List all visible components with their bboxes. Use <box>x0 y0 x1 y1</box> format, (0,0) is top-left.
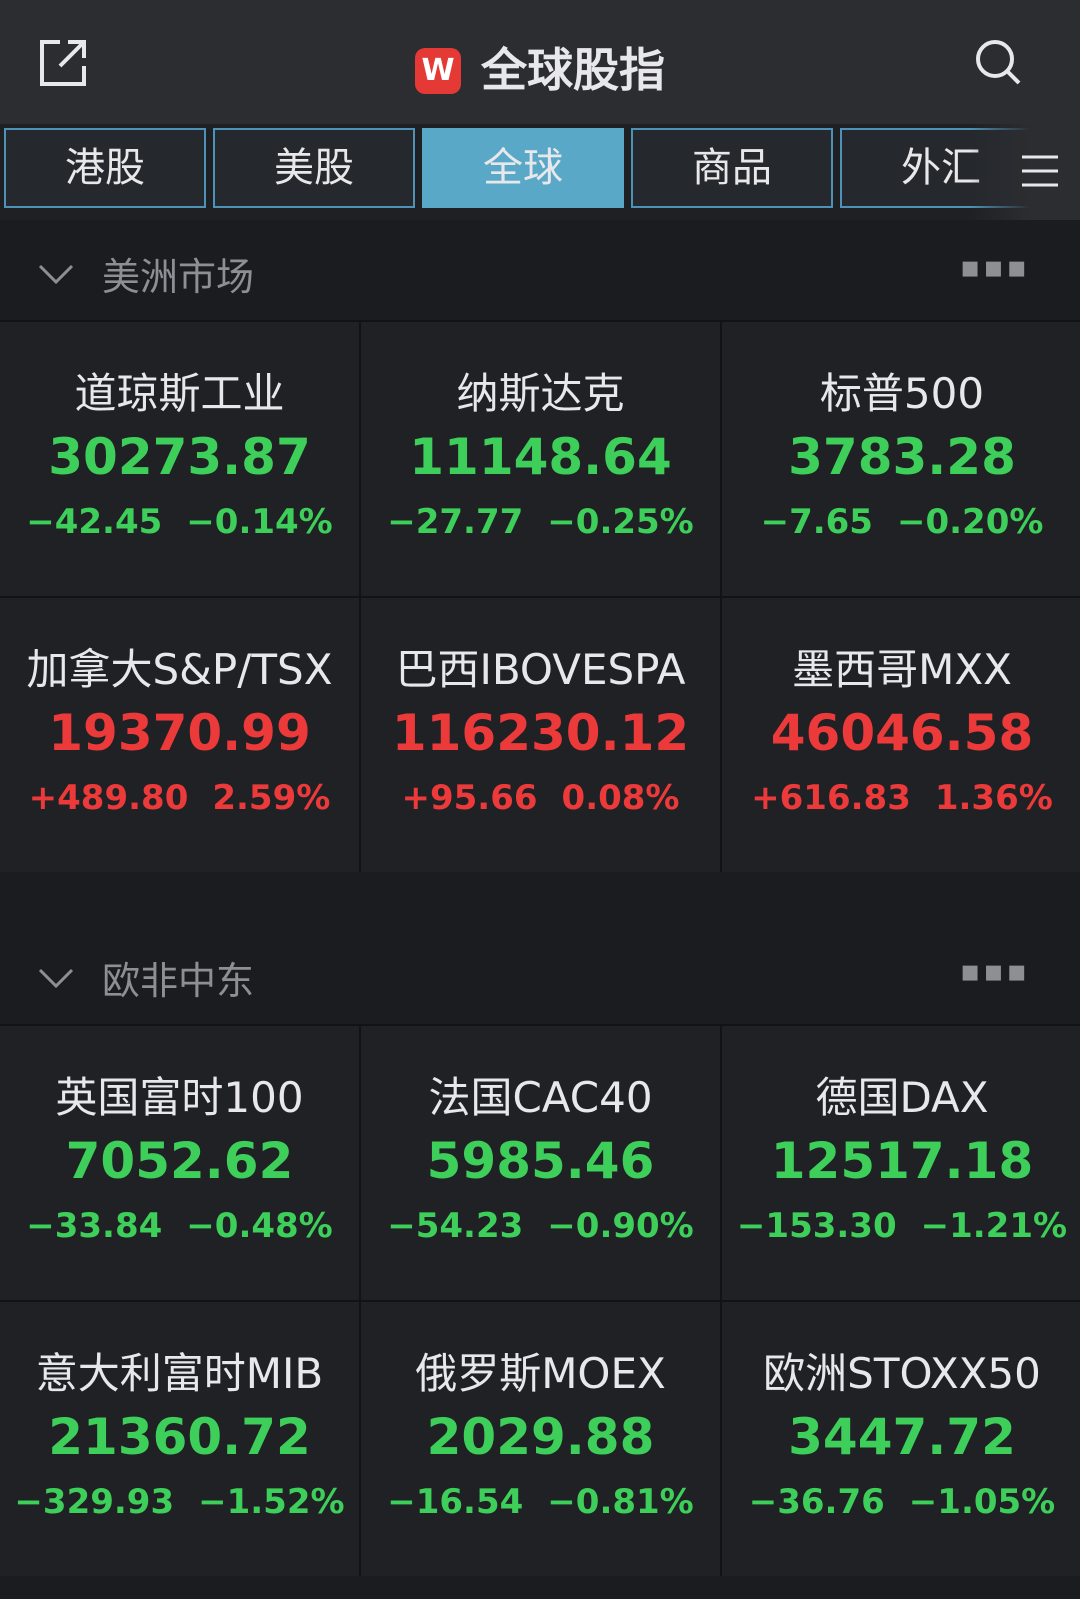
index-card[interactable]: 加拿大S&P/TSX 19370.99 +489.80 2.59% <box>0 598 359 872</box>
index-price: 5985.46 <box>426 1132 655 1190</box>
change-percent: 2.59% <box>212 778 331 818</box>
index-name: 纳斯达克 <box>456 369 625 418</box>
index-change: −33.84 −0.48% <box>0 1206 359 1246</box>
section-header[interactable]: 欧非中东 ▪▪▪ <box>0 924 1080 1024</box>
change-value: −16.54 <box>387 1482 524 1522</box>
tab[interactable]: 全球 <box>422 128 624 208</box>
index-price: 12517.18 <box>770 1132 1034 1190</box>
index-card[interactable]: 墨西哥MXX 46046.58 +616.83 1.36% <box>722 598 1080 872</box>
more-button[interactable]: ▪▪▪ <box>960 954 1030 989</box>
index-change: −27.77 −0.25% <box>361 502 720 542</box>
tab-bar: 港股 美股 全球 商品 外汇 <box>0 124 1080 220</box>
change-value: −7.65 <box>760 502 873 542</box>
index-name: 英国富时100 <box>55 1073 304 1122</box>
index-name: 道琼斯工业 <box>74 369 285 418</box>
index-price: 19370.99 <box>48 704 311 762</box>
logo: W <box>415 48 461 94</box>
index-card[interactable]: 纳斯达克 11148.64 −27.77 −0.25% <box>361 322 720 596</box>
index-change: −329.93 −1.52% <box>0 1482 359 1522</box>
change-percent: −0.20% <box>896 502 1044 542</box>
index-price: 21360.72 <box>48 1408 311 1466</box>
index-name: 加拿大S&P/TSX <box>26 645 333 694</box>
change-value: −153.30 <box>736 1206 897 1246</box>
index-card[interactable]: 法国CAC40 5985.46 −54.23 −0.90% <box>361 1026 720 1300</box>
index-name: 墨西哥MXX <box>792 645 1012 694</box>
change-percent: −0.25% <box>547 502 694 542</box>
index-change: −7.65 −0.20% <box>722 502 1080 542</box>
index-name: 德国DAX <box>815 1073 989 1122</box>
index-card[interactable]: 道琼斯工业 30273.87 −42.45 −0.14% <box>0 322 359 596</box>
section-gap <box>0 872 1080 924</box>
index-change: −16.54 −0.81% <box>361 1482 720 1522</box>
index-price: 3783.28 <box>788 428 1016 486</box>
index-card[interactable]: 巴西IBOVESPA 116230.12 +95.66 0.08% <box>361 598 720 872</box>
change-percent: −1.52% <box>198 1482 345 1522</box>
index-change: +616.83 1.36% <box>722 778 1080 818</box>
sections: 美洲市场 ▪▪▪ 道琼斯工业 30273.87 −42.45 −0.14% 纳斯达克 1114… <box>0 220 1080 1576</box>
change-percent: −0.14% <box>186 502 333 542</box>
chevron[interactable] <box>38 968 74 988</box>
section-header[interactable]: 美洲市场 ▪▪▪ <box>0 220 1080 320</box>
index-change: −153.30 −1.21% <box>722 1206 1080 1246</box>
index-name: 标普500 <box>819 369 985 418</box>
index-grid: 英国富时100 7052.62 −33.84 −0.48% 法国CAC40 5985.46… <box>0 1024 1080 1576</box>
tab[interactable]: 美股 <box>213 128 415 208</box>
change-value: +489.80 <box>28 778 189 818</box>
change-percent: −0.90% <box>547 1206 694 1246</box>
page-title: 全球股指 <box>481 43 665 97</box>
index-card[interactable]: 英国富时100 7052.62 −33.84 −0.48% <box>0 1026 359 1300</box>
menu-icon[interactable] <box>1020 154 1060 188</box>
index-card[interactable]: 俄罗斯MOEX 2029.88 −16.54 −0.81% <box>361 1302 720 1576</box>
change-percent: 1.36% <box>934 778 1053 818</box>
index-change: −36.76 −1.05% <box>722 1482 1080 1522</box>
change-value: +616.83 <box>751 778 911 818</box>
tab[interactable]: 商品 <box>631 128 833 208</box>
index-name: 法国CAC40 <box>428 1073 653 1122</box>
more-button[interactable]: ▪▪▪ <box>960 250 1030 285</box>
chevron[interactable] <box>38 264 74 284</box>
index-change: +95.66 0.08% <box>361 778 720 818</box>
index-price: 11148.64 <box>409 428 672 486</box>
title-bar: W 全球股指 <box>0 34 1080 100</box>
index-card[interactable]: 意大利富时MIB 21360.72 −329.93 −1.52% <box>0 1302 359 1576</box>
search-icon[interactable] <box>974 38 1022 88</box>
index-price: 3447.72 <box>788 1408 1016 1466</box>
change-value: +95.66 <box>401 778 538 818</box>
index-price: 116230.12 <box>391 704 690 762</box>
change-percent: −1.05% <box>908 1482 1056 1522</box>
change-value: −27.77 <box>387 502 524 542</box>
index-change: +489.80 2.59% <box>0 778 359 818</box>
change-value: −36.76 <box>748 1482 885 1522</box>
index-card[interactable]: 欧洲STOXX50 3447.72 −36.76 −1.05% <box>722 1302 1080 1576</box>
tab[interactable]: 港股 <box>4 128 206 208</box>
index-name: 巴西IBOVESPA <box>395 645 686 694</box>
change-value: −42.45 <box>26 502 163 542</box>
change-value: −329.93 <box>14 1482 175 1522</box>
index-card[interactable]: 标普500 3783.28 −7.65 −0.20% <box>722 322 1080 596</box>
header: W 全球股指 <box>0 0 1080 124</box>
change-percent: −1.21% <box>920 1206 1068 1246</box>
index-name: 欧洲STOXX50 <box>763 1349 1041 1398</box>
index-price: 7052.62 <box>65 1132 294 1190</box>
index-price: 30273.87 <box>48 428 311 486</box>
change-value: −54.23 <box>387 1206 524 1246</box>
share-icon[interactable] <box>38 38 88 88</box>
index-price: 2029.88 <box>426 1408 655 1466</box>
change-percent: 0.08% <box>561 778 680 818</box>
index-price: 46046.58 <box>770 704 1034 762</box>
change-value: −33.84 <box>26 1206 163 1246</box>
index-change: −54.23 −0.90% <box>361 1206 720 1246</box>
index-grid: 道琼斯工业 30273.87 −42.45 −0.14% 纳斯达克 11148.64 −27… <box>0 320 1080 872</box>
change-percent: −0.81% <box>547 1482 694 1522</box>
index-name: 俄罗斯MOEX <box>415 1349 666 1398</box>
change-percent: −0.48% <box>186 1206 333 1246</box>
section-title: 美洲市场 <box>102 255 255 299</box>
section-title: 欧非中东 <box>102 959 255 1003</box>
index-name: 意大利富时MIB <box>35 1349 324 1398</box>
index-change: −42.45 −0.14% <box>0 502 359 542</box>
index-card[interactable]: 德国DAX 12517.18 −153.30 −1.21% <box>722 1026 1080 1300</box>
